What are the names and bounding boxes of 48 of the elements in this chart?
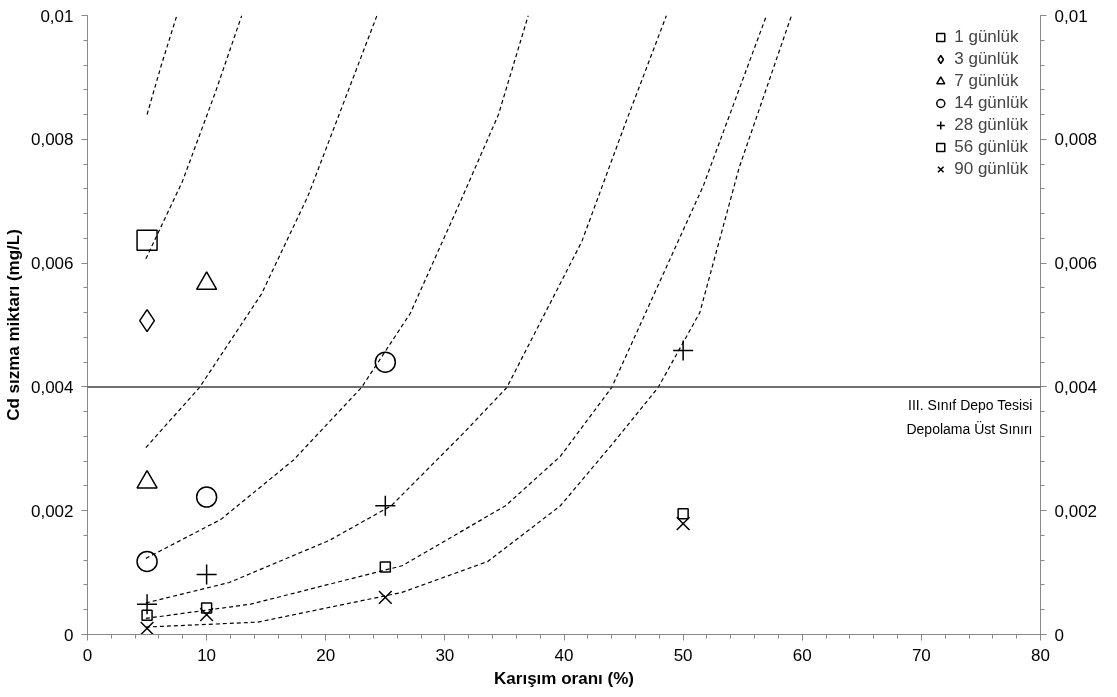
point — [136, 229, 158, 251]
x-tick-label: 80 — [1031, 645, 1050, 665]
line-series — [145, 15, 378, 449]
point — [374, 495, 397, 517]
x-tick-label: 0 — [82, 645, 93, 665]
legend-label: 28 günlük — [954, 115, 1028, 135]
y2-tick-label: 0,004 — [1054, 377, 1098, 397]
legend-label: 3 günlük — [954, 49, 1019, 69]
point — [200, 602, 213, 614]
x-tick-label: 70 — [911, 645, 931, 665]
y-tick-label: 0,008 — [30, 130, 74, 150]
y-tick-label: 0 — [64, 625, 74, 645]
point — [139, 621, 155, 635]
y2-tick-label: 0,008 — [1054, 130, 1098, 150]
y2-tick-label: 0,01 — [1054, 6, 1088, 26]
legend-label: 7 günlük — [954, 71, 1019, 91]
point — [141, 609, 153, 622]
point — [676, 516, 691, 531]
y2-tick-label: 0,002 — [1054, 501, 1098, 521]
y-tick-label: 0,002 — [30, 501, 74, 521]
x-tick-label: 40 — [554, 645, 574, 665]
x-tick-label: 50 — [673, 645, 693, 665]
legend-label: 14 günlük — [954, 93, 1028, 113]
point — [199, 607, 214, 622]
legend-label: 1 günlük — [954, 27, 1019, 47]
x-tick-label: 10 — [197, 645, 217, 665]
y-axis-title: Cd sızma miktarı (mg/L) — [3, 229, 23, 421]
point — [379, 561, 392, 573]
point — [677, 508, 689, 520]
x-axis-title: Karışım oranı (%) — [494, 668, 634, 688]
ref-line-label: III. Sınıf Depo Tesisi Depolama Üst Sınırı — [906, 396, 1033, 437]
point — [136, 550, 158, 573]
point — [138, 308, 156, 333]
y-tick-label: 0,006 — [30, 254, 74, 274]
point — [374, 351, 397, 373]
y-tick-label: 0,01 — [40, 6, 74, 26]
legend-label: 90 günlük — [954, 159, 1028, 179]
y2-tick-label: 0 — [1054, 625, 1064, 645]
point — [672, 339, 694, 362]
y-tick-label: 0,004 — [30, 377, 74, 397]
x-tick-label: 60 — [792, 645, 812, 665]
y2-tick-label: 0,006 — [1054, 254, 1098, 274]
x-tick-label: 30 — [435, 645, 455, 665]
legend-label: 56 günlük — [954, 137, 1028, 157]
point — [195, 486, 218, 508]
point — [378, 590, 393, 605]
point — [195, 563, 218, 586]
x-tick-label: 20 — [316, 645, 336, 665]
